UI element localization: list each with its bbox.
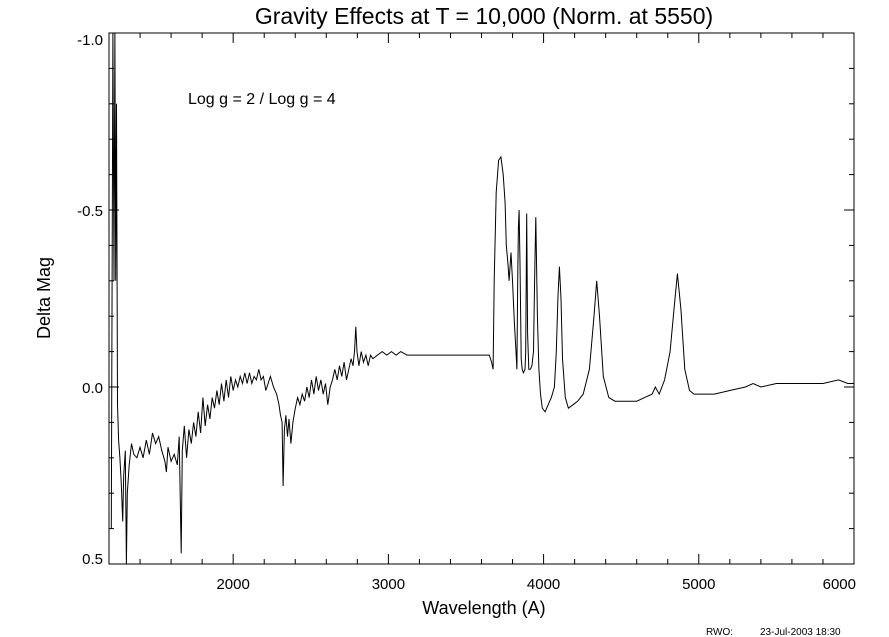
chart-title: Gravity Effects at T = 10,000 (Norm. at … — [255, 3, 713, 29]
x-tick-label: 5000 — [682, 576, 715, 593]
x-tick-label: 4000 — [527, 576, 560, 593]
y-tick-label: -0.5 — [77, 203, 103, 220]
y-tick-label: 0.0 — [82, 380, 103, 397]
x-tick-label: 6000 — [823, 576, 856, 593]
x-tick-label: 2000 — [216, 576, 249, 593]
y-tick-label: 0.5 — [82, 551, 103, 568]
series-line — [110, 33, 854, 564]
x-axis-label: Wavelength (A) — [422, 598, 545, 618]
x-tick-label: 3000 — [372, 576, 405, 593]
y-axis-label: Delta Mag — [34, 257, 54, 339]
axis-ticks — [109, 32, 855, 565]
axis-tick-labels: 2000 3000 4000 5000 6000 -1.0 -0.5 0.0 0.5 — [77, 32, 856, 593]
y-tick-label: -1.0 — [77, 32, 103, 49]
chart-annotation: Log g = 2 / Log g = 4 — [188, 91, 336, 108]
plot-frame — [108, 32, 855, 565]
footer-initials: RWO: — [706, 627, 733, 637]
footer-timestamp: 23-Jul-2003 18:30 — [760, 627, 841, 637]
